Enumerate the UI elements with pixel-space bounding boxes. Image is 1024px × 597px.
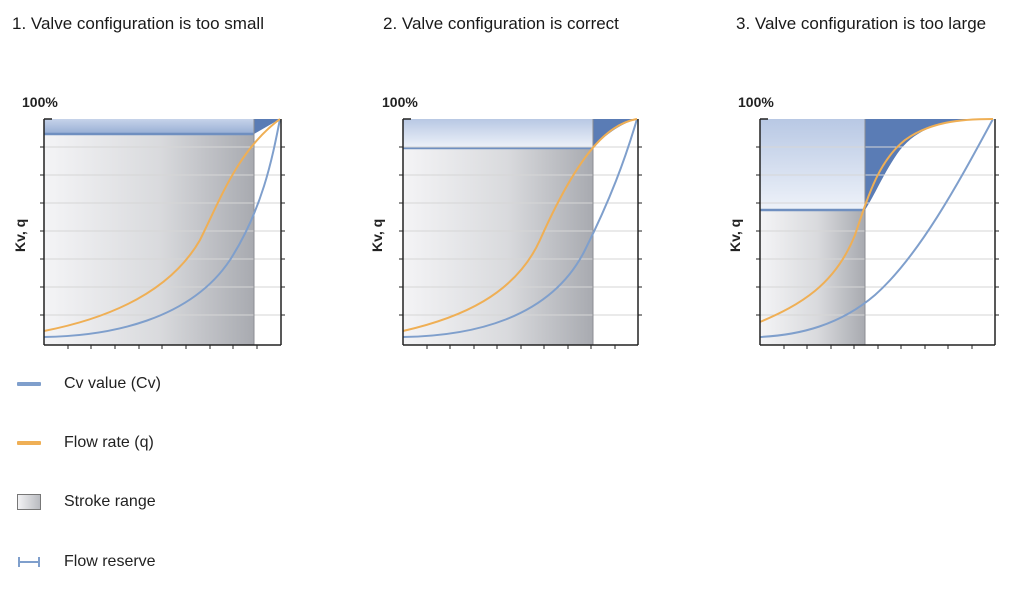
panel-3-y-max-label: 100%: [738, 94, 774, 110]
flow-reserve-bracket-icon: [16, 552, 42, 572]
panel-3-ticks: [756, 146, 999, 349]
panel-3-chart: 100% Kv, q: [727, 94, 999, 349]
legend-label-flow: Flow rate (q): [64, 434, 154, 451]
panel-3-flow-curve: [759, 118, 994, 323]
panel-1-y-axis-label: Kv, q: [12, 219, 28, 252]
panel-1-chart: 100% Kv, q: [12, 94, 285, 349]
panel-3-title: 3. Valve configuration is too large: [736, 14, 987, 33]
panel-3-reserve-wedge: [865, 119, 993, 210]
panel-1-title: 1. Valve configuration is too small: [12, 14, 264, 33]
panel-2-title: 2. Valve configuration is correct: [383, 14, 619, 33]
panel-2-cv-curve: [402, 118, 638, 338]
panel-1-stroke-range: [44, 119, 254, 345]
panel-2-stroke-range: [403, 119, 593, 345]
panel-2-grid: [403, 146, 637, 316]
panel-1-ticks: [40, 146, 285, 349]
panel-2-flow-reserve: [403, 119, 593, 148]
panel-1-flow-curve: [43, 118, 281, 332]
panel-1-reserve-wedge: [254, 119, 280, 134]
panel-3-flow-reserve: [760, 119, 865, 210]
legend-item-flow-reserve: Flow reserve: [16, 552, 156, 572]
legend-label-stroke-range: Stroke range: [64, 493, 156, 510]
panel-2-flow-curve: [402, 118, 638, 332]
panel-1-flow-reserve: [44, 119, 254, 134]
panel-2-y-max-label: 100%: [382, 94, 418, 110]
panel-1-y-max-label: 100%: [22, 94, 58, 110]
legend-label-flow-reserve: Flow reserve: [64, 553, 156, 570]
panel-1-cv-curve: [43, 118, 281, 338]
panel-3-y-axis-label: Kv, q: [727, 219, 743, 252]
stroke-range-box-icon: [16, 492, 42, 512]
cv-line-icon: [16, 374, 42, 394]
panel-2-reserve-wedge: [593, 119, 637, 148]
legend-item-flow: Flow rate (q): [16, 433, 154, 453]
legend-item-stroke-range: Stroke range: [16, 492, 156, 512]
panel-3-grid: [760, 146, 993, 316]
panel-2-y-axis-label: Kv, q: [369, 219, 385, 252]
flow-line-icon: [16, 433, 42, 453]
panel-3-cv-curve: [759, 118, 994, 338]
legend-label-cv: Cv value (Cv): [64, 375, 161, 392]
panel-2-chart: 100% Kv, q: [369, 94, 642, 349]
legend-item-cv: Cv value (Cv): [16, 374, 161, 394]
panel-2-ticks: [399, 146, 642, 349]
